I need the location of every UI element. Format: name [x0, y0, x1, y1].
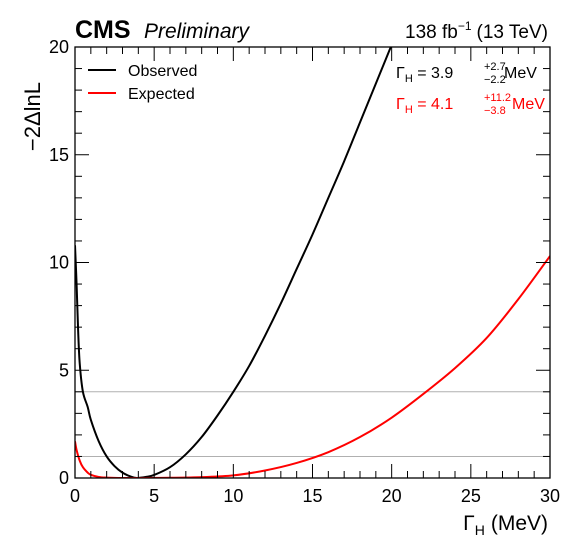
expected-result-up: +11.2: [484, 92, 511, 104]
observed-result-unit: MeV: [504, 65, 537, 82]
x-tick-labels: 0 5 10 15 20 25 30: [70, 486, 560, 506]
series-line-expected: [75, 255, 550, 478]
expected-result-unit: MeV: [512, 96, 545, 113]
y-tick-labels: 0 5 10 15 20: [49, 37, 69, 488]
observed-result: ΓH = 3.9: [396, 65, 453, 85]
plot-frame: [74, 46, 551, 479]
y-tick-label: 20: [49, 37, 69, 57]
y-axis-title: −2ΔlnL: [20, 82, 45, 151]
x-tick-label: 30: [540, 486, 560, 506]
x-tick-label: 15: [302, 486, 322, 506]
x-tick-label: 0: [70, 486, 80, 506]
luminosity-label: 138 fb−1 (13 TeV): [405, 19, 548, 43]
x-tick-label: 20: [382, 486, 402, 506]
x-tick-label: 10: [223, 486, 243, 506]
y-tick-label: 5: [59, 360, 69, 380]
y-tick-label: 0: [59, 468, 69, 488]
expected-result: ΓH = 4.1: [396, 96, 453, 116]
x-tick-label: 25: [461, 486, 481, 506]
legend-observed-label: Observed: [128, 63, 197, 80]
status-label: Preliminary: [144, 20, 251, 43]
y-tick-label: 10: [49, 253, 69, 273]
observed-result-down: −2.2: [484, 74, 506, 86]
observed-result-up: +2.7: [484, 61, 506, 73]
legend: Observed Expected: [88, 63, 197, 103]
curves-group: [75, 47, 550, 478]
axis-ticks: [74, 46, 551, 479]
experiment-label: CMS: [75, 16, 131, 44]
legend-expected-label: Expected: [128, 86, 195, 103]
x-tick-label: 5: [149, 486, 159, 506]
reference-lines: [75, 391, 550, 457]
expected-result-down: −3.8: [484, 105, 506, 117]
series-line-observed: [75, 47, 392, 478]
x-axis-title: ΓH (MeV): [463, 512, 548, 538]
y-tick-label: 15: [49, 145, 69, 165]
